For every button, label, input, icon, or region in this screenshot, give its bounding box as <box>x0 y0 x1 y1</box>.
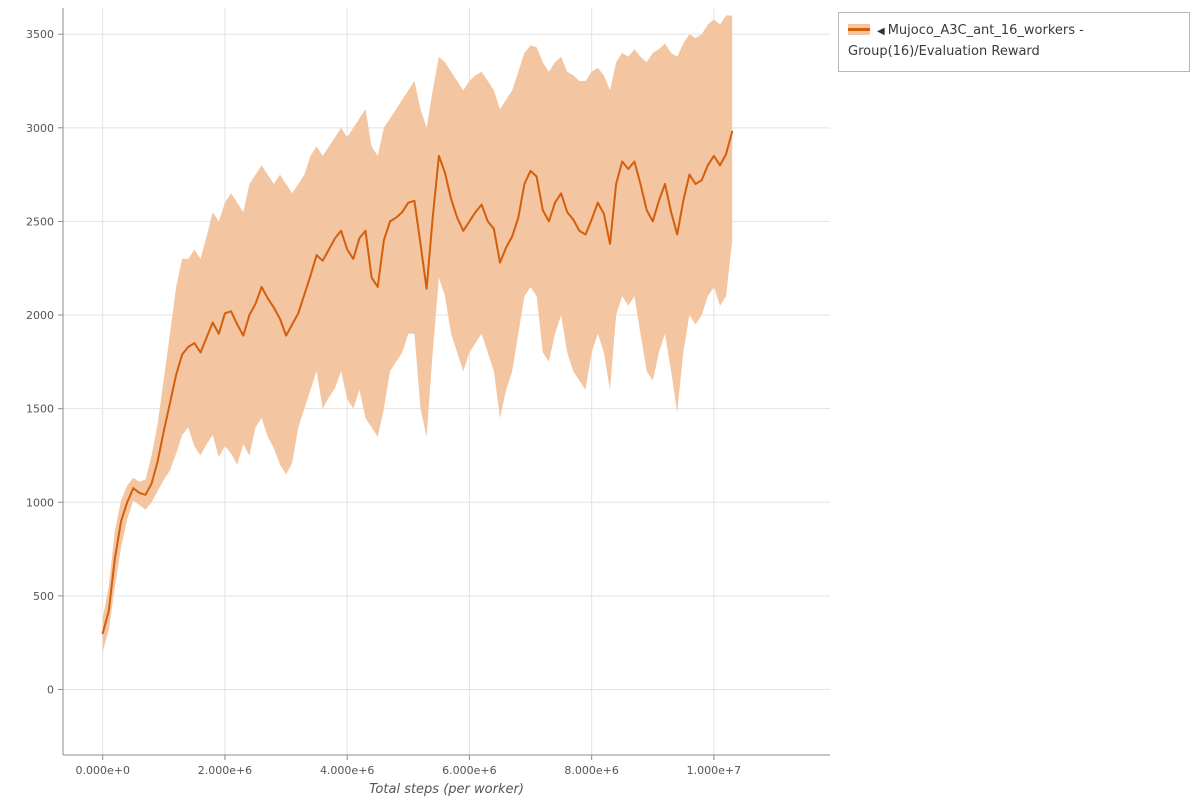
x-tick-label: 6.000e+6 <box>442 764 496 777</box>
y-tick-label: 0 <box>47 683 54 696</box>
y-tick-label: 1000 <box>26 496 54 509</box>
x-tick-label: 8.000e+6 <box>564 764 618 777</box>
legend-item[interactable]: ◀ Mujoco_A3C_ant_16_workers - Group(16)/E… <box>838 12 1190 72</box>
y-tick-label: 3000 <box>26 122 54 135</box>
y-tick-label: 1500 <box>26 403 54 416</box>
y-tick-label: 500 <box>33 590 54 603</box>
legend-label: Mujoco_A3C_ant_16_workers - Group(16)/Ev… <box>848 23 1084 60</box>
y-tick-label: 2000 <box>26 309 54 322</box>
x-tick-label: 1.000e+7 <box>687 764 741 777</box>
x-tick-label: 2.000e+6 <box>198 764 252 777</box>
legend-collapse-icon[interactable]: ◀ <box>877 26 885 37</box>
x-tick-label: 4.000e+6 <box>320 764 374 777</box>
y-tick-label: 2500 <box>26 215 54 228</box>
y-tick-label: 3500 <box>26 28 54 41</box>
confidence-band <box>102 15 733 652</box>
x-tick-label: 0.000e+0 <box>75 764 129 777</box>
legend-line-swatch-icon <box>848 24 870 35</box>
x-axis-title: Total steps (per worker) <box>369 782 524 797</box>
mean-line <box>101 130 734 635</box>
